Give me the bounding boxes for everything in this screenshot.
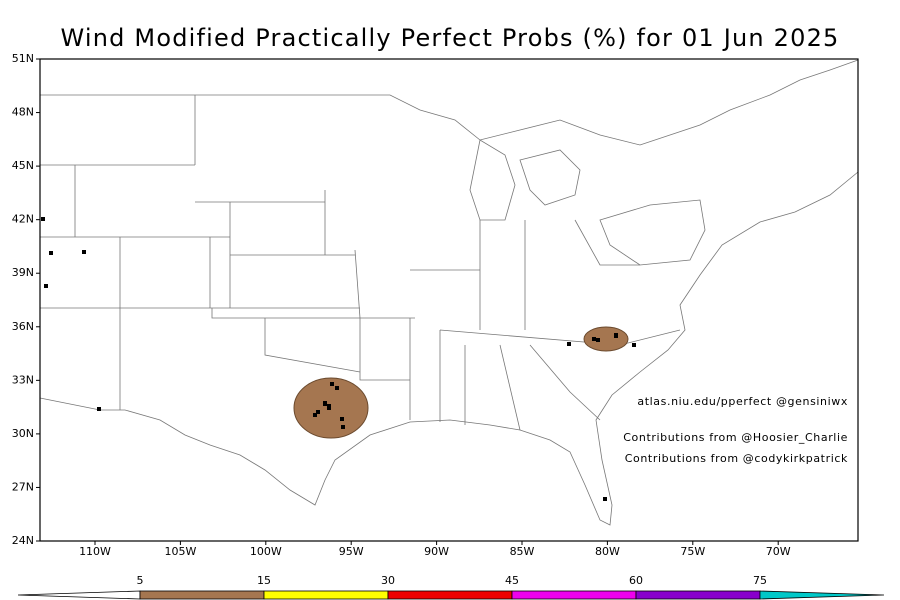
lat-label: 39N bbox=[12, 266, 34, 279]
colorbar-high-end bbox=[759, 590, 885, 600]
lon-label: 95W bbox=[339, 545, 364, 558]
lon-label: 110W bbox=[79, 545, 111, 558]
map-outlines bbox=[39, 59, 859, 526]
lat-label: 33N bbox=[12, 373, 34, 386]
lon-label: 100W bbox=[250, 545, 282, 558]
lat-label: 48N bbox=[12, 106, 34, 119]
lon-label: 80W bbox=[595, 545, 620, 558]
lat-label: 27N bbox=[12, 480, 34, 493]
colorbar-segment bbox=[511, 590, 637, 600]
colorbar-label: 5 bbox=[137, 574, 144, 587]
colorbar-low-end bbox=[17, 590, 141, 600]
colorbar-label: 30 bbox=[381, 574, 395, 587]
lon-label: 85W bbox=[510, 545, 535, 558]
probability-contour bbox=[583, 326, 629, 352]
colorbar-label: 75 bbox=[753, 574, 767, 587]
colorbar-segment bbox=[635, 590, 761, 600]
lat-label: 42N bbox=[12, 213, 34, 226]
colorbar-segment bbox=[139, 590, 265, 600]
lat-label: 51N bbox=[12, 52, 34, 65]
colorbar-label: 45 bbox=[505, 574, 519, 587]
lon-label: 90W bbox=[424, 545, 449, 558]
credit-text: Contributions from @Hoosier_Charlie bbox=[623, 431, 848, 444]
lon-label: 75W bbox=[680, 545, 705, 558]
lat-label: 30N bbox=[12, 427, 34, 440]
credit-text: Contributions from @codykirkpatrick bbox=[625, 452, 848, 465]
lat-label: 24N bbox=[12, 534, 34, 547]
colorbar-segment bbox=[263, 590, 389, 600]
lon-label: 105W bbox=[164, 545, 196, 558]
colorbar-label: 15 bbox=[257, 574, 271, 587]
credit-text: atlas.niu.edu/pperfect @gensiniwx bbox=[637, 395, 848, 408]
lon-label: 70W bbox=[766, 545, 791, 558]
colorbar-segment bbox=[387, 590, 513, 600]
lat-label: 45N bbox=[12, 159, 34, 172]
map-frame bbox=[39, 58, 859, 542]
map-title: Wind Modified Practically Perfect Probs … bbox=[60, 24, 839, 52]
colorbar-label: 60 bbox=[629, 574, 643, 587]
lat-label: 36N bbox=[12, 320, 34, 333]
report-dots bbox=[41, 217, 636, 501]
